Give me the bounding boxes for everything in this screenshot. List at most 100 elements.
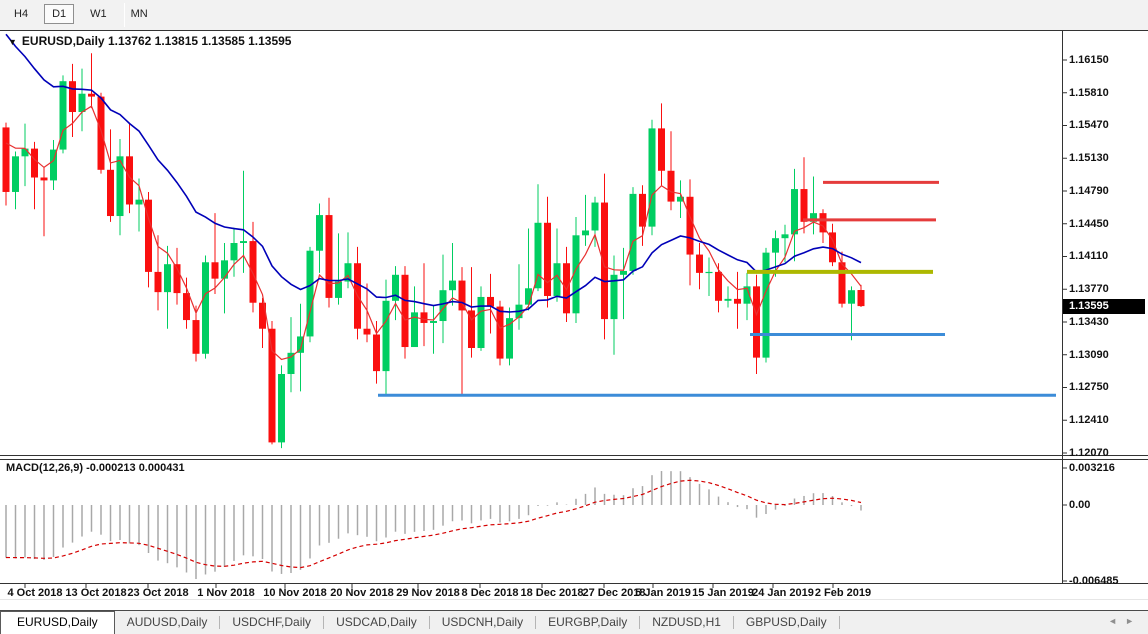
price-macd-chart[interactable]	[0, 0, 1148, 610]
candles[interactable]	[2, 53, 865, 449]
bear-candle	[658, 128, 665, 171]
bear-candle	[601, 202, 608, 320]
bear-candle	[192, 320, 200, 354]
toolbar-separator	[124, 3, 125, 27]
price-axis-label: 1.15810	[1069, 86, 1109, 99]
bear-candle	[173, 264, 181, 294]
bear-candle	[401, 274, 409, 348]
collapse-chart-icon[interactable]: ▼	[8, 37, 17, 47]
bull-candle	[610, 274, 618, 320]
bull-candle	[411, 312, 418, 348]
ma-slow-line	[5, 33, 862, 313]
bear-candle	[686, 196, 694, 255]
timeframe-button-h4[interactable]: H4	[14, 8, 29, 20]
indicator-name: MACD(12,26,9)	[6, 462, 84, 474]
bull-candle	[221, 260, 228, 279]
macd-signal-line	[5, 479, 862, 569]
ma-fast-line	[5, 105, 862, 361]
bull-candle	[781, 234, 789, 239]
bull-candle	[12, 156, 19, 192]
bull-candle	[648, 128, 656, 227]
tab-usdcnh-daily[interactable]: USDCNH,Daily	[441, 615, 524, 629]
tab-scroll-left-icon[interactable]: ◄	[1108, 616, 1126, 626]
bear-candle	[544, 222, 551, 296]
tab-scroll-right-icon[interactable]: ►	[1125, 616, 1142, 626]
bear-candle	[829, 232, 836, 263]
bull-candle	[724, 298, 732, 301]
bull-candle	[287, 352, 295, 375]
bull-candle	[534, 222, 542, 289]
bear-candle	[126, 156, 133, 205]
bear-candle	[88, 93, 95, 97]
macd-axis-label: -0.006485	[1069, 575, 1119, 587]
timeframe-button-w1[interactable]: W1	[90, 8, 107, 20]
bull-candle	[306, 250, 314, 337]
date-axis-label: 27 Dec 2018	[582, 587, 646, 599]
bull-candle	[525, 288, 532, 305]
bear-candle	[145, 199, 152, 272]
bull-candle	[59, 81, 67, 150]
tab-separator	[639, 616, 641, 630]
chart-header: ▼ EURUSD,Daily 1.13762 1.13815 1.13585 1.…	[8, 34, 291, 48]
bull-candle	[164, 264, 171, 293]
chart-canvas[interactable]: ▼ EURUSD,Daily 1.13762 1.13815 1.13585 1.…	[0, 0, 1148, 612]
bear-candle	[31, 148, 38, 178]
ohlc-text: 1.13762 1.13815 1.13585 1.13595	[107, 34, 292, 48]
bear-candle	[487, 296, 494, 307]
tab-eurgbp-daily[interactable]: EURGBP,Daily	[548, 615, 628, 629]
tab-separator	[428, 616, 430, 630]
bear-candle	[268, 328, 276, 443]
bear-candle	[819, 213, 827, 233]
price-pane[interactable]	[2, 33, 1057, 449]
bull-candle	[743, 286, 751, 304]
bear-candle	[40, 177, 48, 181]
date-axis-label: 15 Jan 2019	[692, 587, 754, 599]
bear-candle	[259, 302, 266, 329]
bull-candle	[21, 148, 29, 157]
indicator-values: -0.000213 0.000431	[86, 462, 185, 474]
bull-candle	[50, 149, 57, 181]
bear-candle	[857, 290, 865, 307]
bear-candle	[838, 262, 846, 304]
bear-candle	[183, 293, 190, 321]
tab-audusd-daily[interactable]: AUDUSD,Daily	[126, 615, 208, 629]
bull-candle	[430, 321, 437, 323]
tab-usdcad-daily[interactable]: USDCAD,Daily	[336, 615, 417, 629]
price-axis-label: 1.13430	[1069, 315, 1109, 328]
date-axis-label: 1 Nov 2018	[197, 587, 255, 599]
bear-candle	[107, 169, 114, 217]
bear-candle	[753, 286, 760, 358]
bear-candle	[2, 127, 10, 192]
timeframe-button-mn[interactable]: MN	[130, 8, 148, 20]
bull-candle	[240, 241, 247, 244]
price-axis-label: 1.15130	[1069, 152, 1109, 165]
bull-candle	[392, 274, 399, 301]
date-axis-label: 20 Nov 2018	[330, 587, 394, 599]
bull-candle	[810, 213, 817, 222]
bear-candle	[69, 81, 76, 113]
bear-candle	[420, 312, 428, 323]
bull-candle	[135, 199, 143, 205]
macd-pane[interactable]	[5, 471, 862, 580]
bear-candle	[363, 328, 371, 335]
date-axis-label: 13 Oct 2018	[65, 587, 127, 599]
tab-eurusd-daily[interactable]: EURUSD,Daily	[0, 611, 115, 634]
timeframe-button-d1[interactable]: D1	[44, 4, 75, 24]
date-axis-label: 2 Feb 2019	[814, 587, 872, 599]
date-axis-label: 29 Nov 2018	[396, 587, 460, 599]
tab-separator	[535, 616, 537, 630]
bull-candle	[848, 290, 855, 304]
tab-usdchf-daily[interactable]: USDCHF,Daily	[232, 615, 312, 629]
price-axis-label: 1.15470	[1069, 119, 1109, 132]
price-axis-label: 1.12750	[1069, 381, 1109, 394]
bear-candle	[249, 241, 257, 303]
macd-axis-label: 0.003216	[1069, 462, 1115, 474]
bull-candle	[677, 196, 684, 202]
bear-candle	[667, 170, 675, 202]
tab-separator	[219, 616, 221, 630]
bull-candle	[439, 290, 447, 322]
bull-candle	[278, 374, 285, 443]
tab-gbpusd-daily[interactable]: GBPUSD,Daily	[745, 615, 827, 629]
tab-nzdusd-h1[interactable]: NZDUSD,H1	[652, 615, 721, 629]
